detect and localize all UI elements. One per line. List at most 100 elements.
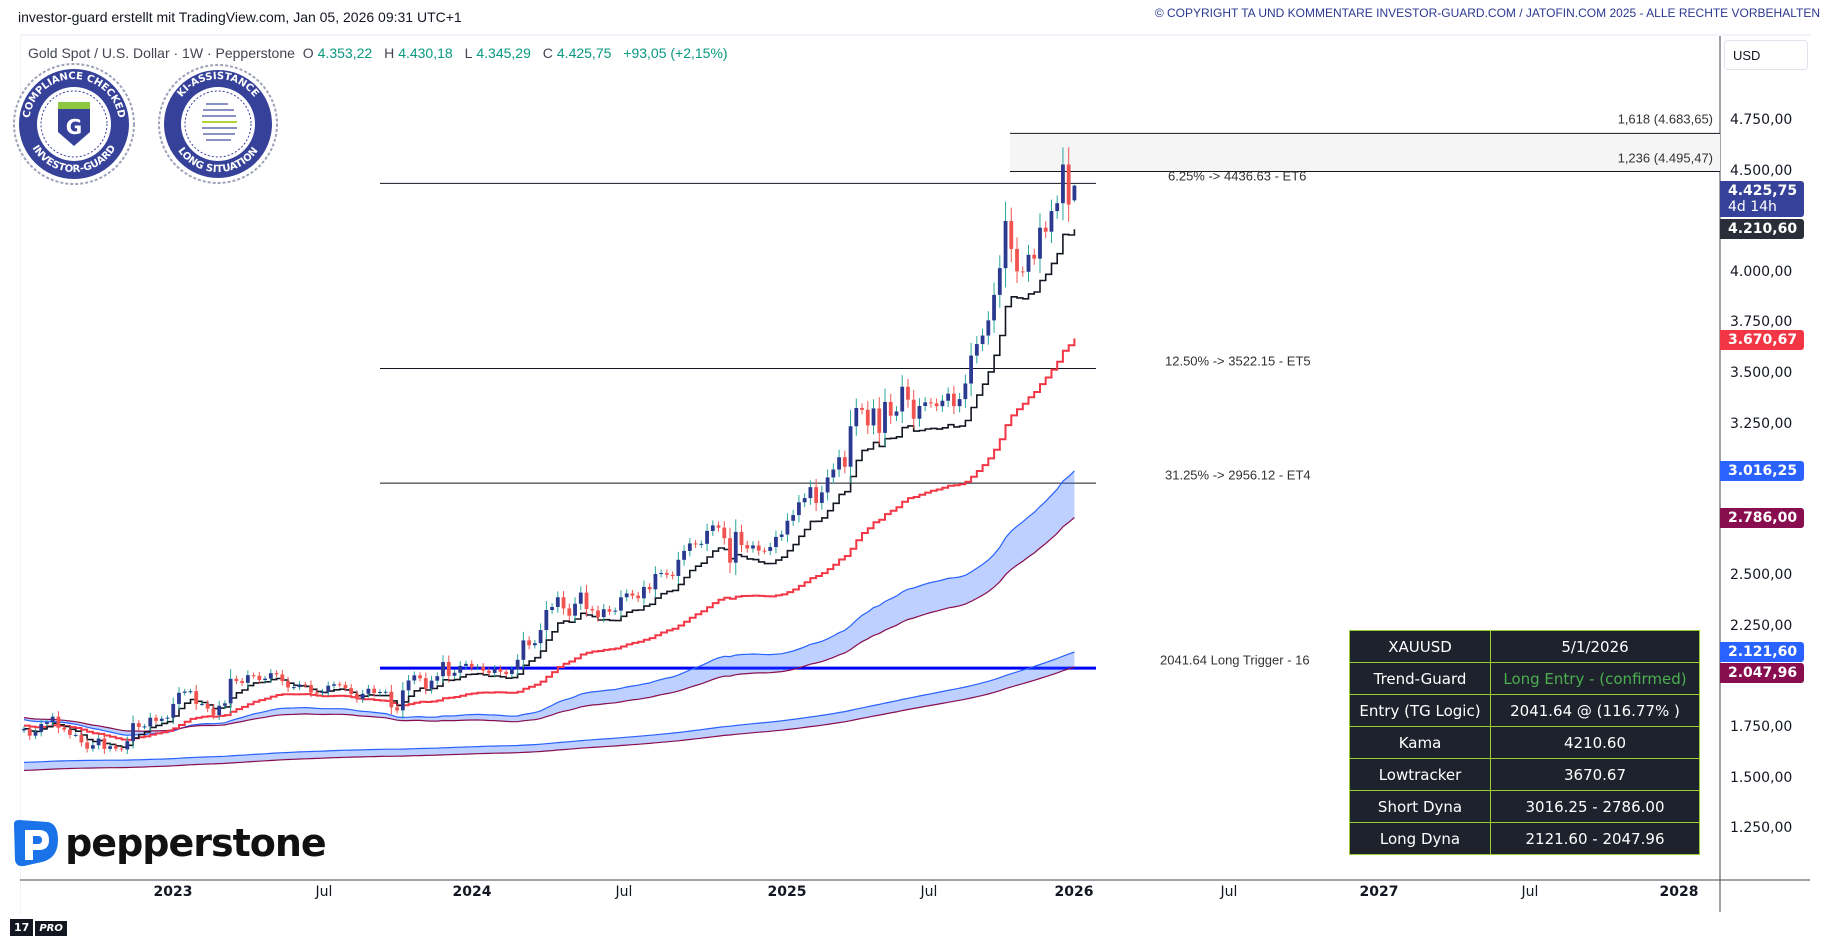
candle — [848, 410, 853, 483]
candle — [997, 255, 1002, 308]
table-row: Kama 4210.60 — [1349, 726, 1700, 759]
candle — [228, 669, 233, 714]
candle — [831, 463, 836, 484]
candles — [22, 147, 1077, 754]
candle — [263, 675, 267, 683]
candle — [515, 654, 520, 675]
candle-body — [567, 608, 572, 616]
price-badge-value: 4.425,75 — [1728, 182, 1798, 199]
candle-body — [659, 572, 664, 574]
candle — [1072, 184, 1077, 202]
candle — [355, 690, 359, 703]
candle-body — [946, 393, 951, 401]
candle — [607, 605, 612, 616]
candle — [148, 712, 153, 732]
candle — [303, 681, 308, 688]
candle-body — [475, 666, 480, 668]
candle — [498, 665, 503, 676]
long-trigger-label: 2041.64 Long Trigger - 16 — [1160, 652, 1310, 668]
candle-body — [469, 663, 474, 668]
candle-body — [980, 335, 985, 345]
high-label: H 4.430,18 — [384, 45, 453, 61]
candle-body — [647, 586, 652, 590]
candle-body — [797, 502, 801, 516]
candle-body — [360, 693, 365, 700]
candle-body — [102, 738, 107, 749]
candle-body — [785, 520, 790, 535]
candle — [268, 669, 273, 683]
candle-body — [177, 692, 181, 704]
candle-body — [355, 694, 359, 700]
table-value: Long Entry - (confirmed) — [1490, 662, 1700, 695]
symbol-title[interactable]: Gold Spot / U.S. Dollar · 1W · Peppersto… — [28, 45, 295, 61]
candle-body — [400, 690, 405, 711]
currency-selector[interactable]: USD — [1724, 40, 1808, 70]
symbol-legend: Gold Spot / U.S. Dollar · 1W · Peppersto… — [28, 45, 732, 61]
short-dyna-upper-line — [23, 470, 1075, 736]
candle-body — [705, 530, 709, 544]
kama-line — [24, 229, 1076, 748]
candle — [877, 397, 882, 445]
candle-body — [1020, 271, 1025, 273]
candle — [469, 660, 474, 672]
candle — [45, 719, 49, 727]
time-tick: Jul — [1220, 884, 1238, 900]
candle — [372, 685, 377, 697]
candle-body — [1003, 220, 1008, 269]
candle-body — [286, 681, 290, 688]
candle-body — [739, 531, 744, 546]
candle-body — [418, 675, 422, 679]
candle-body — [79, 734, 84, 743]
time-tick: 2025 — [767, 884, 807, 900]
candle-body — [779, 534, 784, 537]
candle — [177, 687, 181, 710]
candle-body — [1015, 248, 1019, 272]
candle-body — [73, 734, 78, 736]
candle-body — [573, 603, 577, 616]
candle-body — [320, 691, 325, 693]
candle — [39, 719, 44, 737]
candle — [980, 328, 985, 352]
price-badge-value: 2.121,60 — [1728, 643, 1798, 660]
candle-body — [274, 673, 279, 675]
candle — [125, 736, 130, 754]
table-row: Short Dyna 3016.25 - 2786.00 — [1349, 790, 1700, 823]
candle-body — [136, 723, 141, 727]
candle — [693, 539, 698, 548]
candle — [154, 714, 158, 725]
candle-body — [848, 426, 853, 467]
candle — [819, 485, 824, 510]
fib-1618-label: 1,618 (4.683,65) — [1617, 111, 1713, 127]
table-row: Trend-Guard Long Entry - (confirmed) — [1349, 662, 1700, 695]
candle — [96, 734, 101, 750]
candle-body — [498, 668, 503, 672]
short-dyna-fill — [24, 470, 1075, 736]
candle — [619, 590, 623, 618]
level-lines — [380, 132, 1720, 670]
candle-body — [263, 678, 267, 681]
table-row: Entry (TG Logic) 2041.64 @ (116.77% ) — [1349, 694, 1700, 727]
price-tick: 1.500,00 — [1730, 769, 1793, 786]
candle-body — [217, 705, 222, 716]
candle — [1026, 244, 1031, 282]
candle — [613, 607, 618, 615]
candle — [171, 697, 176, 725]
price-tick: 3.250,00 — [1730, 415, 1793, 432]
candle-body — [492, 668, 497, 673]
candle-body — [613, 610, 618, 612]
price-badge: 3.016,25 — [1720, 460, 1804, 481]
candle-body — [940, 400, 945, 407]
candle-body — [687, 543, 692, 551]
candle — [687, 537, 692, 557]
indicator-lines — [23, 229, 1076, 772]
candle-body — [188, 691, 193, 693]
candle-body — [383, 691, 388, 693]
candle-body — [854, 408, 859, 427]
candle-body — [372, 688, 377, 693]
candle — [274, 670, 279, 678]
price-badge-value: 4.210,60 — [1728, 221, 1798, 238]
candle-body — [664, 572, 669, 575]
candle-body — [601, 609, 606, 618]
open-value: 4.353,22 — [317, 45, 373, 61]
